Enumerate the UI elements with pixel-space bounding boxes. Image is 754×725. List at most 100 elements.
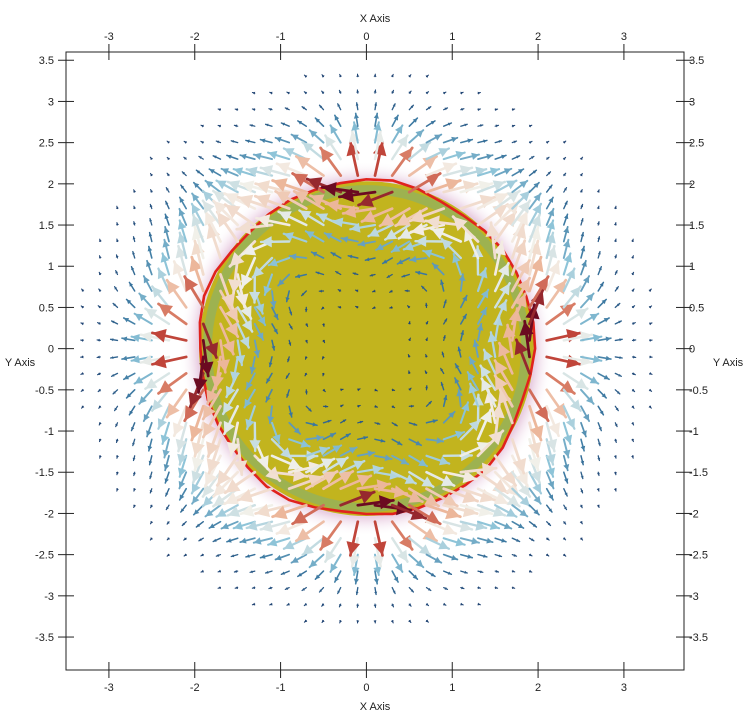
field-arrow: [304, 230, 325, 243]
field-arrow: [614, 320, 622, 325]
field-arrow: [404, 289, 410, 293]
field-arrow: [189, 404, 205, 442]
field-arrow: [321, 356, 325, 360]
field-arrow: [251, 256, 274, 279]
field-arrow: [321, 306, 325, 310]
y-tick-label-left: -1: [44, 426, 54, 438]
field-arrow: [308, 129, 325, 144]
field-arrow: [614, 372, 622, 377]
field-arrow: [288, 339, 292, 346]
field-arrow: [330, 251, 342, 259]
field-arrow: [460, 330, 465, 342]
field-arrow: [356, 620, 360, 624]
field-arrow: [288, 438, 311, 448]
field-arrow: [195, 169, 205, 177]
field-arrow: [253, 339, 261, 358]
field-arrow: [545, 278, 568, 309]
field-arrow: [372, 536, 385, 568]
field-arrow: [112, 302, 119, 309]
field-arrow: [493, 189, 521, 210]
field-arrow: [460, 91, 464, 95]
field-arrow: [424, 370, 428, 374]
field-arrow: [476, 180, 507, 194]
field-arrow: [97, 322, 101, 325]
field-arrow: [373, 603, 377, 608]
field-arrow: [318, 586, 325, 593]
field-arrow: [528, 124, 533, 128]
field-arrow: [596, 471, 600, 477]
field-arrow: [144, 307, 171, 326]
field-arrow: [245, 166, 274, 177]
y-tick-label-right: 1: [689, 261, 695, 273]
field-arrow: [425, 470, 456, 487]
field-arrow: [245, 520, 274, 531]
field-arrow: [545, 471, 555, 490]
field-arrow: [356, 73, 360, 78]
field-arrow: [476, 503, 507, 517]
field-arrow: [493, 487, 521, 508]
field-arrow: [528, 471, 543, 495]
field-arrow: [597, 298, 607, 309]
field-arrow: [151, 285, 171, 309]
field-arrow: [215, 140, 222, 144]
y-tick-label-left: 1.5: [39, 220, 54, 232]
field-arrow: [613, 488, 617, 492]
field-arrow: [460, 586, 465, 590]
field-arrow: [389, 306, 393, 309]
field-arrow: [80, 305, 85, 309]
field-arrow: [391, 553, 404, 573]
field-arrow: [277, 210, 308, 227]
field-arrow: [579, 520, 583, 525]
field-arrow: [442, 430, 466, 441]
field-arrow: [580, 292, 595, 309]
field-arrow: [318, 104, 325, 111]
field-arrow: [148, 455, 153, 466]
field-arrow: [149, 488, 153, 494]
field-arrow: [133, 372, 153, 385]
field-arrow: [149, 218, 153, 226]
y-tick-label-left: 3.5: [39, 55, 54, 67]
field-arrow: [480, 377, 497, 408]
field-arrow: [408, 470, 435, 489]
field-arrow: [339, 459, 366, 474]
field-arrow: [408, 207, 446, 223]
field-arrow: [494, 553, 503, 558]
x-tick-label-bottom: 2: [535, 682, 541, 694]
field-arrow: [112, 389, 119, 395]
field-arrow: [545, 421, 558, 453]
field-arrow: [322, 456, 349, 474]
field-arrow: [545, 388, 568, 419]
field-arrow: [374, 438, 386, 443]
y-tick-label-left: -0.5: [35, 385, 54, 397]
field-arrow: [459, 152, 480, 161]
field-arrow: [528, 140, 533, 144]
field-arrow: [200, 569, 204, 573]
field-arrow: [648, 305, 653, 309]
field-arrow: [301, 141, 325, 161]
field-arrow: [195, 520, 205, 528]
field-arrow: [425, 437, 445, 444]
field-arrow: [322, 388, 326, 393]
field-arrow: [493, 374, 514, 408]
field-arrow: [128, 405, 136, 416]
field-arrow: [245, 405, 256, 431]
field-arrow: [178, 487, 188, 501]
field-arrow: [477, 124, 484, 127]
field-arrow: [163, 454, 170, 472]
field-arrow: [164, 200, 170, 210]
field-arrow: [511, 108, 516, 112]
field-arrow: [510, 437, 527, 475]
field-arrow: [305, 422, 318, 427]
field-arrow: [284, 107, 290, 111]
field-arrow: [459, 520, 488, 531]
field-arrow: [372, 306, 376, 310]
field-arrow: [479, 364, 497, 392]
field-arrow: [138, 292, 153, 309]
plot-border: [65, 51, 685, 671]
field-arrow: [372, 520, 387, 557]
field-arrow: [460, 553, 474, 559]
field-arrow: [98, 405, 102, 409]
field-arrow: [614, 286, 619, 292]
field-arrow: [563, 504, 568, 511]
field-arrow: [165, 278, 188, 309]
